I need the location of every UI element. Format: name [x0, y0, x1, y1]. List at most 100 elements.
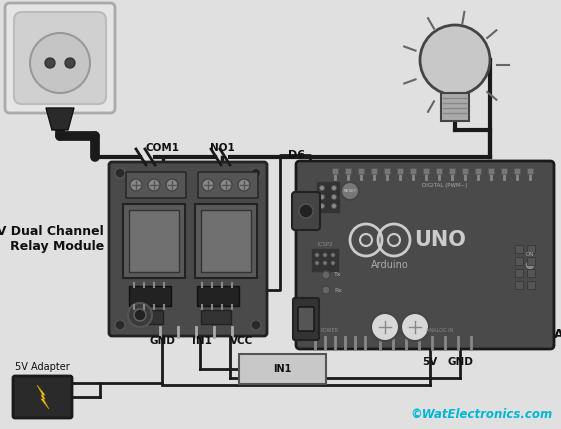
FancyBboxPatch shape	[527, 168, 533, 174]
Text: ©WatElectronics.com: ©WatElectronics.com	[411, 408, 553, 421]
Text: GND: GND	[447, 357, 473, 367]
Circle shape	[331, 261, 335, 265]
FancyBboxPatch shape	[462, 168, 468, 174]
FancyBboxPatch shape	[126, 172, 186, 198]
FancyBboxPatch shape	[298, 307, 314, 331]
FancyBboxPatch shape	[296, 161, 554, 349]
Text: Rx: Rx	[334, 287, 342, 293]
Text: VCC: VCC	[231, 336, 254, 346]
Circle shape	[115, 168, 125, 178]
FancyBboxPatch shape	[410, 168, 416, 174]
Text: Arduino: Arduino	[371, 260, 409, 270]
Circle shape	[331, 253, 335, 257]
Text: Arduino Uno: Arduino Uno	[554, 329, 561, 341]
Circle shape	[238, 179, 250, 191]
Circle shape	[115, 320, 125, 330]
Text: D6: D6	[288, 150, 305, 160]
Circle shape	[65, 58, 75, 68]
FancyBboxPatch shape	[293, 298, 319, 340]
FancyBboxPatch shape	[527, 245, 535, 253]
Circle shape	[332, 203, 337, 208]
Circle shape	[220, 179, 232, 191]
Circle shape	[371, 313, 399, 341]
FancyBboxPatch shape	[449, 168, 455, 174]
FancyBboxPatch shape	[317, 182, 339, 212]
FancyBboxPatch shape	[436, 168, 442, 174]
Polygon shape	[46, 108, 74, 130]
Circle shape	[315, 261, 319, 265]
Circle shape	[30, 33, 90, 93]
Text: ICSP2: ICSP2	[317, 242, 333, 248]
FancyBboxPatch shape	[358, 168, 364, 174]
Circle shape	[148, 179, 160, 191]
FancyBboxPatch shape	[239, 354, 326, 384]
Circle shape	[332, 194, 337, 199]
Text: 5V Dual Channel
   Relay Module: 5V Dual Channel Relay Module	[0, 225, 104, 253]
FancyBboxPatch shape	[201, 210, 251, 272]
Polygon shape	[37, 385, 49, 409]
Circle shape	[251, 168, 261, 178]
Text: RESET: RESET	[343, 189, 357, 193]
Circle shape	[323, 261, 327, 265]
FancyBboxPatch shape	[332, 168, 338, 174]
Circle shape	[45, 58, 55, 68]
Circle shape	[128, 303, 152, 327]
FancyBboxPatch shape	[384, 168, 390, 174]
FancyBboxPatch shape	[14, 12, 106, 104]
FancyBboxPatch shape	[514, 168, 520, 174]
FancyBboxPatch shape	[195, 204, 257, 278]
Circle shape	[401, 313, 429, 341]
FancyBboxPatch shape	[345, 168, 351, 174]
Circle shape	[134, 309, 146, 321]
FancyBboxPatch shape	[13, 376, 72, 418]
FancyBboxPatch shape	[198, 172, 258, 198]
FancyBboxPatch shape	[527, 257, 535, 265]
Text: 5V Adapter: 5V Adapter	[15, 362, 70, 372]
FancyBboxPatch shape	[515, 257, 523, 265]
Circle shape	[166, 179, 178, 191]
FancyBboxPatch shape	[201, 310, 231, 324]
Circle shape	[341, 182, 359, 200]
FancyBboxPatch shape	[527, 269, 535, 277]
FancyBboxPatch shape	[129, 286, 171, 306]
Text: POWER: POWER	[321, 329, 339, 333]
FancyBboxPatch shape	[515, 245, 523, 253]
FancyBboxPatch shape	[109, 162, 267, 336]
FancyBboxPatch shape	[129, 210, 179, 272]
Circle shape	[320, 194, 324, 199]
Circle shape	[525, 260, 535, 270]
FancyBboxPatch shape	[312, 249, 338, 271]
Text: Tx: Tx	[334, 272, 342, 278]
Circle shape	[320, 203, 324, 208]
FancyBboxPatch shape	[515, 281, 523, 289]
FancyBboxPatch shape	[441, 93, 469, 121]
Text: COM1: COM1	[146, 143, 180, 153]
Text: NO1: NO1	[210, 143, 234, 153]
FancyBboxPatch shape	[197, 286, 239, 306]
FancyBboxPatch shape	[292, 192, 320, 230]
Text: IN1: IN1	[273, 364, 291, 374]
FancyBboxPatch shape	[501, 168, 507, 174]
FancyBboxPatch shape	[515, 269, 523, 277]
Text: IN1: IN1	[192, 336, 212, 346]
Circle shape	[322, 271, 330, 279]
Circle shape	[323, 253, 327, 257]
FancyBboxPatch shape	[133, 310, 163, 324]
Circle shape	[420, 25, 490, 95]
Text: ANALOG IN: ANALOG IN	[426, 329, 454, 333]
FancyBboxPatch shape	[475, 168, 481, 174]
Circle shape	[299, 204, 313, 218]
Circle shape	[251, 320, 261, 330]
Text: ON: ON	[526, 253, 534, 257]
Text: DIGITAL (PWM~): DIGITAL (PWM~)	[422, 182, 468, 187]
Text: UNO: UNO	[414, 230, 466, 250]
FancyBboxPatch shape	[423, 168, 429, 174]
Circle shape	[130, 179, 142, 191]
FancyBboxPatch shape	[488, 168, 494, 174]
Text: 5V: 5V	[422, 357, 438, 367]
FancyBboxPatch shape	[397, 168, 403, 174]
Circle shape	[315, 253, 319, 257]
Circle shape	[202, 179, 214, 191]
Circle shape	[320, 185, 324, 190]
Circle shape	[322, 286, 330, 294]
